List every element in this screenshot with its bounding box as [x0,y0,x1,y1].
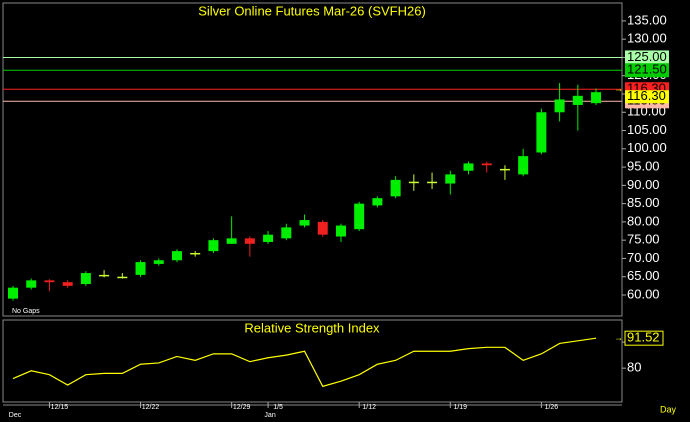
candle-body [463,163,474,171]
month-label: Jan [264,412,275,419]
candle-body [208,240,219,252]
y-tick-label: 95.00 [627,159,660,174]
candle-body [408,181,419,184]
candle-body [44,280,55,283]
y-tick-label: 80.00 [627,213,660,228]
candle-body [427,181,438,184]
candle-body [8,287,18,299]
last-price-box [625,90,669,104]
y-tick-label: 60.00 [627,286,660,301]
candle-body [263,234,274,242]
y-tick-label: 85.00 [627,195,660,210]
candle-body [536,112,547,153]
candle-body [317,221,328,235]
rsi-last-label: 91.52 [627,330,660,345]
candle-body [518,156,529,175]
chart-title: Silver Online Futures Mar-26 (SVFH26) [198,3,426,18]
x-tick-label: 12/15 [51,404,69,411]
y-tick-label: 130.00 [627,31,667,46]
candle-body [591,92,602,104]
level-label: 125.00 [627,49,667,64]
rsi-arrow: → [614,333,623,343]
y-tick-label: 70.00 [627,250,660,265]
candle-body [99,274,110,277]
rsi-panel [2,319,623,403]
level-label: 121.50 [627,62,667,77]
x-tick-label: 12/22 [142,404,160,411]
x-tick-label: 1/5 [273,404,283,411]
last-price-arrow: → [614,84,623,94]
y-tick-label: 65.00 [627,268,660,283]
candle-body [499,168,510,171]
note: No Gaps [12,308,40,315]
x-tick-label: 1/19 [453,404,467,411]
level-label-box [625,50,669,65]
x-axis-label: Day [660,404,677,414]
candle-body [572,95,583,105]
candle-body [171,251,182,261]
candle-body [390,179,401,197]
candle-body [554,99,565,113]
rsi-line [12,337,597,388]
candle-body [281,227,292,239]
rsi-title: Relative Strength Index [244,320,380,335]
candle-body [372,198,383,206]
candle-body [244,238,255,244]
y-tick-label: 75.00 [627,232,660,247]
candle-body [226,238,237,244]
candle-body [153,260,164,264]
candle-body [335,225,346,237]
x-tick-label: 12/29 [233,404,251,411]
y-tick-label: 90.00 [627,177,660,192]
x-tick-label: 1/26 [545,404,559,411]
candle-body [190,252,201,255]
month-label: Dec [9,412,22,419]
candle-body [135,262,146,275]
x-tick-label: 1/12 [362,404,376,411]
y-tick-label: 100.00 [627,140,667,155]
rsi-y-tick-label: 80 [627,360,641,375]
last-price-label: 116.30 [627,88,666,103]
level-label-box [625,63,669,78]
candle-body [117,276,128,279]
candle-body [354,203,365,230]
candle-body [26,280,37,288]
y-tick-label: 105.00 [627,122,667,137]
candle-body [62,282,73,286]
candle-body [445,174,456,184]
candle-body [481,163,492,166]
candle-body [299,220,310,226]
price-panel [2,2,623,317]
y-tick-label: 135.00 [627,12,667,27]
rsi-last-box [624,330,664,346]
candle-body [80,273,91,285]
